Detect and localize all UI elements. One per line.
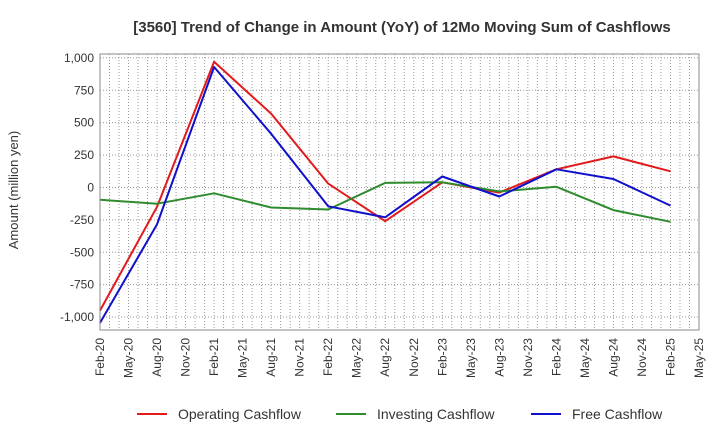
y-tick-label: -750 bbox=[70, 278, 94, 292]
free-cashflow-legend-label: Free Cashflow bbox=[572, 406, 663, 422]
y-tick-label: -500 bbox=[70, 245, 94, 259]
y-tick-label: 250 bbox=[74, 148, 94, 162]
x-tick-label: Aug-21 bbox=[264, 338, 278, 377]
x-tick-label: Nov-23 bbox=[521, 338, 535, 377]
y-axis-label: Amount (million yen) bbox=[6, 131, 21, 250]
x-tick-label: Aug-20 bbox=[150, 338, 164, 377]
x-tick-label: Nov-24 bbox=[635, 338, 649, 377]
x-tick-label: Feb-23 bbox=[435, 338, 449, 376]
y-tick-label: -250 bbox=[70, 213, 94, 227]
x-ticks: Feb-20 May-20 Aug-20 Nov-20 Feb-21 May-21 Aug-… bbox=[93, 338, 706, 378]
x-tick-label: May-21 bbox=[236, 338, 250, 378]
investing-cashflow-legend-label: Investing Cashflow bbox=[377, 406, 495, 422]
plot-frame bbox=[99, 53, 700, 331]
x-tick-label: May-24 bbox=[578, 338, 592, 378]
y-tick-label: 500 bbox=[74, 116, 94, 130]
x-tick-label: Aug-22 bbox=[378, 338, 392, 377]
operating-cashflow-legend-label: Operating Cashflow bbox=[178, 406, 302, 422]
chart-title: [3560] Trend of Change in Amount (YoY) o… bbox=[133, 19, 671, 36]
x-tick-label: Nov-22 bbox=[407, 338, 421, 377]
x-tick-label: Feb-21 bbox=[207, 338, 221, 376]
y-tick-label: 750 bbox=[74, 83, 94, 97]
y-ticks: 1,000 750 500 250 0 -250 -500 -750 -1,000 bbox=[60, 51, 94, 324]
free-cashflow-line bbox=[99, 66, 671, 324]
x-tick-label: Feb-22 bbox=[321, 338, 335, 376]
x-tick-label: Aug-23 bbox=[492, 338, 506, 377]
operating-cashflow-line bbox=[99, 60, 671, 312]
x-tick-label: Feb-20 bbox=[93, 338, 107, 376]
y-tick-label: 1,000 bbox=[64, 51, 94, 65]
x-tick-label: May-25 bbox=[692, 338, 706, 378]
x-tick-label: May-22 bbox=[350, 338, 364, 378]
x-tick-label: May-23 bbox=[464, 338, 478, 378]
x-tick-label: Feb-25 bbox=[663, 338, 677, 376]
y-tick-label: 0 bbox=[87, 180, 94, 194]
legend: Operating Cashflow Investing Cashflow Free… bbox=[137, 406, 663, 422]
x-tick-label: Aug-24 bbox=[606, 338, 620, 377]
series-layer bbox=[99, 60, 671, 324]
investing-cashflow-line bbox=[99, 181, 671, 223]
x-tick-label: Nov-20 bbox=[179, 338, 193, 377]
x-tick-label: Feb-24 bbox=[549, 338, 563, 376]
x-tick-label: Nov-21 bbox=[293, 338, 307, 377]
y-tick-label: -1,000 bbox=[60, 310, 94, 324]
grid bbox=[99, 54, 700, 330]
x-tick-label: May-20 bbox=[122, 338, 136, 378]
